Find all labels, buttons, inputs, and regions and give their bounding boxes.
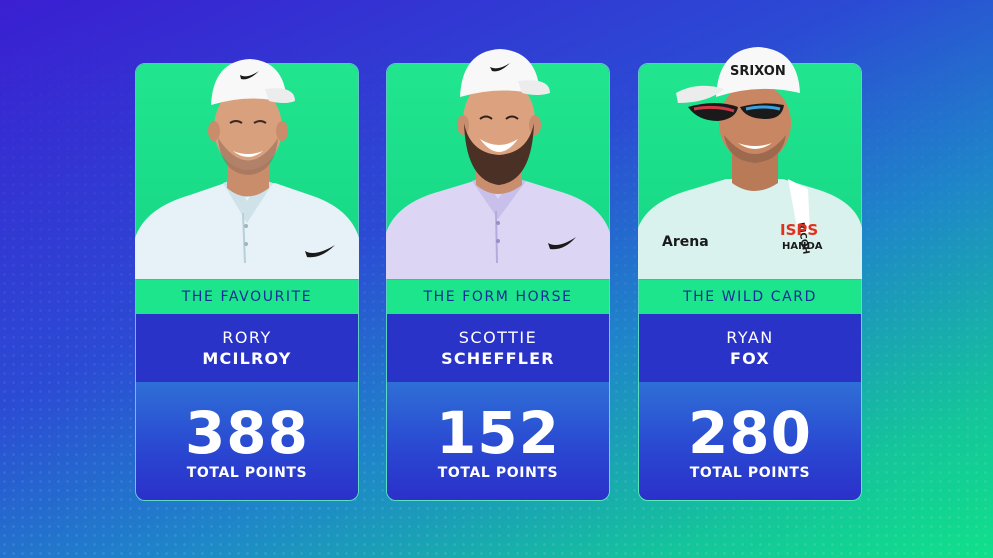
category-label: THE FAVOURITE <box>136 280 358 314</box>
points-value: 152 <box>435 399 561 467</box>
first-name: SCOTTIE <box>458 328 538 347</box>
points-label: TOTAL POINTS <box>437 465 559 481</box>
points-value: 388 <box>184 399 310 467</box>
points-value: 280 <box>687 399 813 467</box>
player-name: RORY MCILROY <box>136 314 358 382</box>
golfer-portrait-image: RICOH Arena ISPS HANDA SRIXON <box>638 47 862 279</box>
player-name: SCOTTIE SCHEFFLER <box>387 314 609 382</box>
player-name: RYAN FOX <box>639 314 861 382</box>
shirt-sponsor-isps: ISPS <box>780 221 818 239</box>
last-name: MCILROY <box>202 349 292 368</box>
last-name: SCHEFFLER <box>441 349 555 368</box>
player-card-fox: THE WILD CARD RYAN FOX 280 TOTAL POINTS … <box>638 47 862 501</box>
points-label: TOTAL POINTS <box>186 465 308 481</box>
player-card-mcilroy: THE FAVOURITE RORY MCILROY 388 TOTAL POI… <box>135 59 359 501</box>
category-label: THE WILD CARD <box>639 280 861 314</box>
first-name: RORY <box>222 328 272 347</box>
player-card-scheffler: THE FORM HORSE SCOTTIE SCHEFFLER 152 TOT… <box>386 49 610 501</box>
shirt-sponsor-arena: Arena <box>662 234 709 250</box>
points-panel: 152 TOTAL POINTS <box>387 382 609 500</box>
points-panel: 280 TOTAL POINTS <box>639 382 861 500</box>
category-label: THE FORM HORSE <box>387 280 609 314</box>
cap-logo-srixon: SRIXON <box>730 64 786 79</box>
points-label: TOTAL POINTS <box>689 465 811 481</box>
points-panel: 388 TOTAL POINTS <box>136 382 358 500</box>
golfer-portrait-image <box>386 49 610 279</box>
last-name: FOX <box>730 349 770 368</box>
first-name: RYAN <box>726 328 774 347</box>
shirt-sponsor-handa: HANDA <box>782 241 823 252</box>
golfer-portrait-image <box>135 59 359 279</box>
